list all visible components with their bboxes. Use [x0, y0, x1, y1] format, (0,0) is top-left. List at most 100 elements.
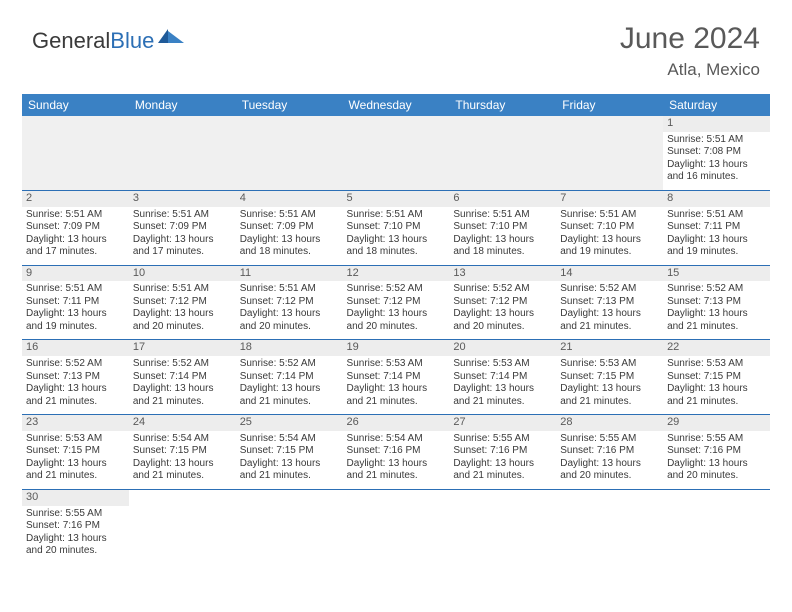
- calendar-empty: [129, 489, 236, 563]
- calendar-day: 9Sunrise: 5:51 AMSunset: 7:11 PMDaylight…: [22, 265, 129, 340]
- day-number: 29: [663, 415, 770, 431]
- sunset-line: Sunset: 7:14 PM: [240, 371, 339, 384]
- calendar-day: 17Sunrise: 5:52 AMSunset: 7:14 PMDayligh…: [129, 340, 236, 415]
- daylight-line: and 20 minutes.: [240, 321, 339, 334]
- daylight-line: Daylight: 13 hours: [560, 383, 659, 396]
- header: GeneralBlue June 2024 Atla, Mexico: [0, 0, 792, 88]
- daylight-line: and 21 minutes.: [133, 470, 232, 483]
- daylight-line: Daylight: 13 hours: [133, 308, 232, 321]
- day-number: 20: [449, 340, 556, 356]
- sunset-line: Sunset: 7:08 PM: [667, 146, 766, 159]
- daylight-line: Daylight: 13 hours: [667, 383, 766, 396]
- calendar-empty: [129, 116, 236, 190]
- daylight-line: and 18 minutes.: [240, 246, 339, 259]
- calendar-day: 23Sunrise: 5:53 AMSunset: 7:15 PMDayligh…: [22, 415, 129, 490]
- title-block: June 2024 Atla, Mexico: [620, 22, 760, 80]
- daylight-line: Daylight: 13 hours: [667, 308, 766, 321]
- daylight-line: Daylight: 13 hours: [453, 308, 552, 321]
- sunrise-line: Sunrise: 5:52 AM: [133, 358, 232, 371]
- calendar-day: 22Sunrise: 5:53 AMSunset: 7:15 PMDayligh…: [663, 340, 770, 415]
- day-number: 23: [22, 415, 129, 431]
- calendar-week: 23Sunrise: 5:53 AMSunset: 7:15 PMDayligh…: [22, 415, 770, 490]
- day-number: 27: [449, 415, 556, 431]
- sunset-line: Sunset: 7:12 PM: [240, 296, 339, 309]
- day-number: 17: [129, 340, 236, 356]
- sunset-line: Sunset: 7:13 PM: [667, 296, 766, 309]
- calendar-day: 26Sunrise: 5:54 AMSunset: 7:16 PMDayligh…: [343, 415, 450, 490]
- sunset-line: Sunset: 7:12 PM: [347, 296, 446, 309]
- sunset-line: Sunset: 7:16 PM: [453, 445, 552, 458]
- calendar-empty: [343, 116, 450, 190]
- calendar-day: 27Sunrise: 5:55 AMSunset: 7:16 PMDayligh…: [449, 415, 556, 490]
- calendar-day: 19Sunrise: 5:53 AMSunset: 7:14 PMDayligh…: [343, 340, 450, 415]
- sunset-line: Sunset: 7:16 PM: [26, 520, 125, 533]
- day-number: 22: [663, 340, 770, 356]
- daylight-line: and 20 minutes.: [26, 545, 125, 558]
- daylight-line: Daylight: 13 hours: [560, 308, 659, 321]
- daylight-line: and 18 minutes.: [453, 246, 552, 259]
- calendar-empty: [556, 116, 663, 190]
- calendar-day: 20Sunrise: 5:53 AMSunset: 7:14 PMDayligh…: [449, 340, 556, 415]
- sunrise-line: Sunrise: 5:55 AM: [667, 433, 766, 446]
- sunrise-line: Sunrise: 5:54 AM: [240, 433, 339, 446]
- daylight-line: and 20 minutes.: [560, 470, 659, 483]
- day-number: 7: [556, 191, 663, 207]
- daylight-line: Daylight: 13 hours: [667, 458, 766, 471]
- daylight-line: and 20 minutes.: [453, 321, 552, 334]
- calendar-day: 10Sunrise: 5:51 AMSunset: 7:12 PMDayligh…: [129, 265, 236, 340]
- daylight-line: Daylight: 13 hours: [133, 383, 232, 396]
- calendar-day: 24Sunrise: 5:54 AMSunset: 7:15 PMDayligh…: [129, 415, 236, 490]
- daylight-line: Daylight: 13 hours: [26, 234, 125, 247]
- day-number: 10: [129, 266, 236, 282]
- daylight-line: Daylight: 13 hours: [240, 383, 339, 396]
- daylight-line: and 21 minutes.: [347, 396, 446, 409]
- calendar-day: 18Sunrise: 5:52 AMSunset: 7:14 PMDayligh…: [236, 340, 343, 415]
- daylight-line: Daylight: 13 hours: [667, 159, 766, 172]
- calendar-empty: [236, 489, 343, 563]
- calendar-empty: [556, 489, 663, 563]
- day-number: 28: [556, 415, 663, 431]
- weekday-header: Friday: [556, 94, 663, 116]
- daylight-line: and 18 minutes.: [347, 246, 446, 259]
- daylight-line: Daylight: 13 hours: [26, 458, 125, 471]
- daylight-line: and 20 minutes.: [667, 470, 766, 483]
- daylight-line: Daylight: 13 hours: [133, 458, 232, 471]
- sunrise-line: Sunrise: 5:51 AM: [667, 134, 766, 147]
- sunrise-line: Sunrise: 5:53 AM: [347, 358, 446, 371]
- calendar-day: 11Sunrise: 5:51 AMSunset: 7:12 PMDayligh…: [236, 265, 343, 340]
- sunset-line: Sunset: 7:14 PM: [347, 371, 446, 384]
- daylight-line: Daylight: 13 hours: [240, 234, 339, 247]
- logo-flag-icon: [158, 29, 186, 49]
- daylight-line: and 16 minutes.: [667, 171, 766, 184]
- day-number: 3: [129, 191, 236, 207]
- sunset-line: Sunset: 7:15 PM: [26, 445, 125, 458]
- sunrise-line: Sunrise: 5:51 AM: [240, 283, 339, 296]
- sunrise-line: Sunrise: 5:55 AM: [453, 433, 552, 446]
- calendar-day: 8Sunrise: 5:51 AMSunset: 7:11 PMDaylight…: [663, 190, 770, 265]
- calendar-day: 14Sunrise: 5:52 AMSunset: 7:13 PMDayligh…: [556, 265, 663, 340]
- daylight-line: and 17 minutes.: [133, 246, 232, 259]
- sunrise-line: Sunrise: 5:51 AM: [133, 283, 232, 296]
- calendar-day: 15Sunrise: 5:52 AMSunset: 7:13 PMDayligh…: [663, 265, 770, 340]
- calendar-day: 1Sunrise: 5:51 AMSunset: 7:08 PMDaylight…: [663, 116, 770, 190]
- day-number: 6: [449, 191, 556, 207]
- daylight-line: and 21 minutes.: [240, 396, 339, 409]
- sunset-line: Sunset: 7:15 PM: [667, 371, 766, 384]
- sunrise-line: Sunrise: 5:51 AM: [26, 209, 125, 222]
- sunrise-line: Sunrise: 5:54 AM: [133, 433, 232, 446]
- sunrise-line: Sunrise: 5:51 AM: [347, 209, 446, 222]
- calendar-week: 2Sunrise: 5:51 AMSunset: 7:09 PMDaylight…: [22, 190, 770, 265]
- weekday-header: Monday: [129, 94, 236, 116]
- sunset-line: Sunset: 7:16 PM: [347, 445, 446, 458]
- day-number: 21: [556, 340, 663, 356]
- calendar-day: 5Sunrise: 5:51 AMSunset: 7:10 PMDaylight…: [343, 190, 450, 265]
- calendar-day: 7Sunrise: 5:51 AMSunset: 7:10 PMDaylight…: [556, 190, 663, 265]
- sunrise-line: Sunrise: 5:52 AM: [560, 283, 659, 296]
- sunset-line: Sunset: 7:10 PM: [347, 221, 446, 234]
- sunrise-line: Sunrise: 5:51 AM: [453, 209, 552, 222]
- sunset-line: Sunset: 7:15 PM: [133, 445, 232, 458]
- calendar-day: 3Sunrise: 5:51 AMSunset: 7:09 PMDaylight…: [129, 190, 236, 265]
- daylight-line: and 20 minutes.: [347, 321, 446, 334]
- day-number: 26: [343, 415, 450, 431]
- calendar-week: 1Sunrise: 5:51 AMSunset: 7:08 PMDaylight…: [22, 116, 770, 190]
